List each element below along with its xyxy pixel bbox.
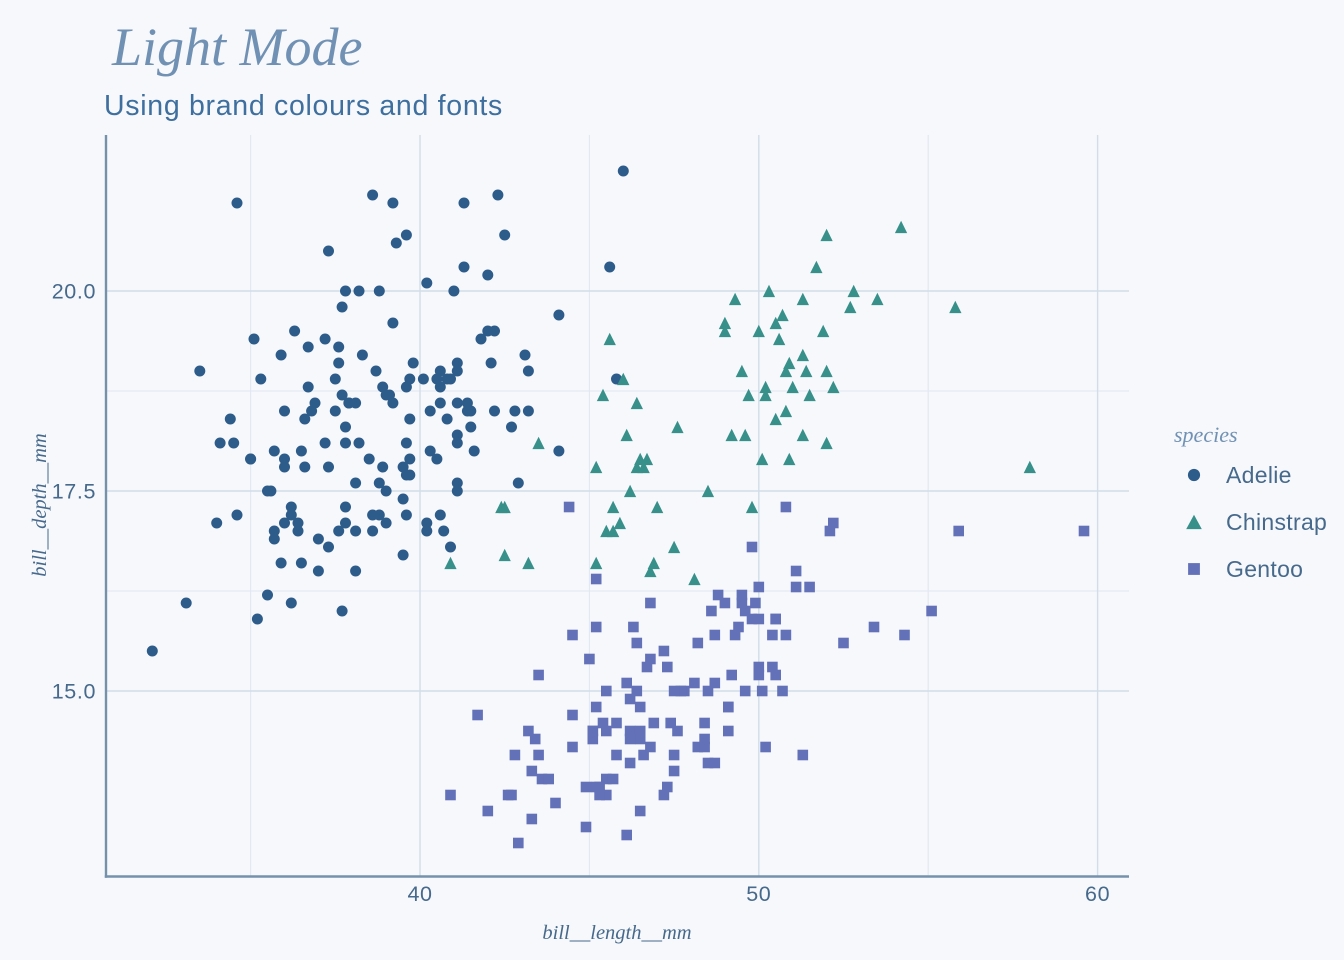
svg-text:15.0: 15.0: [52, 680, 96, 704]
svg-text:Light Mode: Light Mode: [111, 17, 363, 77]
svg-text:bill__length__mm: bill__length__mm: [542, 922, 691, 944]
svg-text:60: 60: [1085, 882, 1110, 906]
svg-text:bill__depth__mm: bill__depth__mm: [29, 433, 51, 577]
svg-text:17.5: 17.5: [52, 480, 96, 504]
svg-text:40: 40: [407, 882, 432, 906]
svg-text:20.0: 20.0: [52, 280, 96, 304]
svg-text:Gentoo: Gentoo: [1226, 556, 1303, 582]
svg-text:species: species: [1174, 422, 1238, 447]
svg-text:Using brand colours and fonts: Using brand colours and fonts: [104, 90, 503, 122]
svg-text:50: 50: [746, 882, 771, 906]
svg-text:Adelie: Adelie: [1226, 462, 1292, 488]
svg-text:Chinstrap: Chinstrap: [1226, 509, 1327, 535]
